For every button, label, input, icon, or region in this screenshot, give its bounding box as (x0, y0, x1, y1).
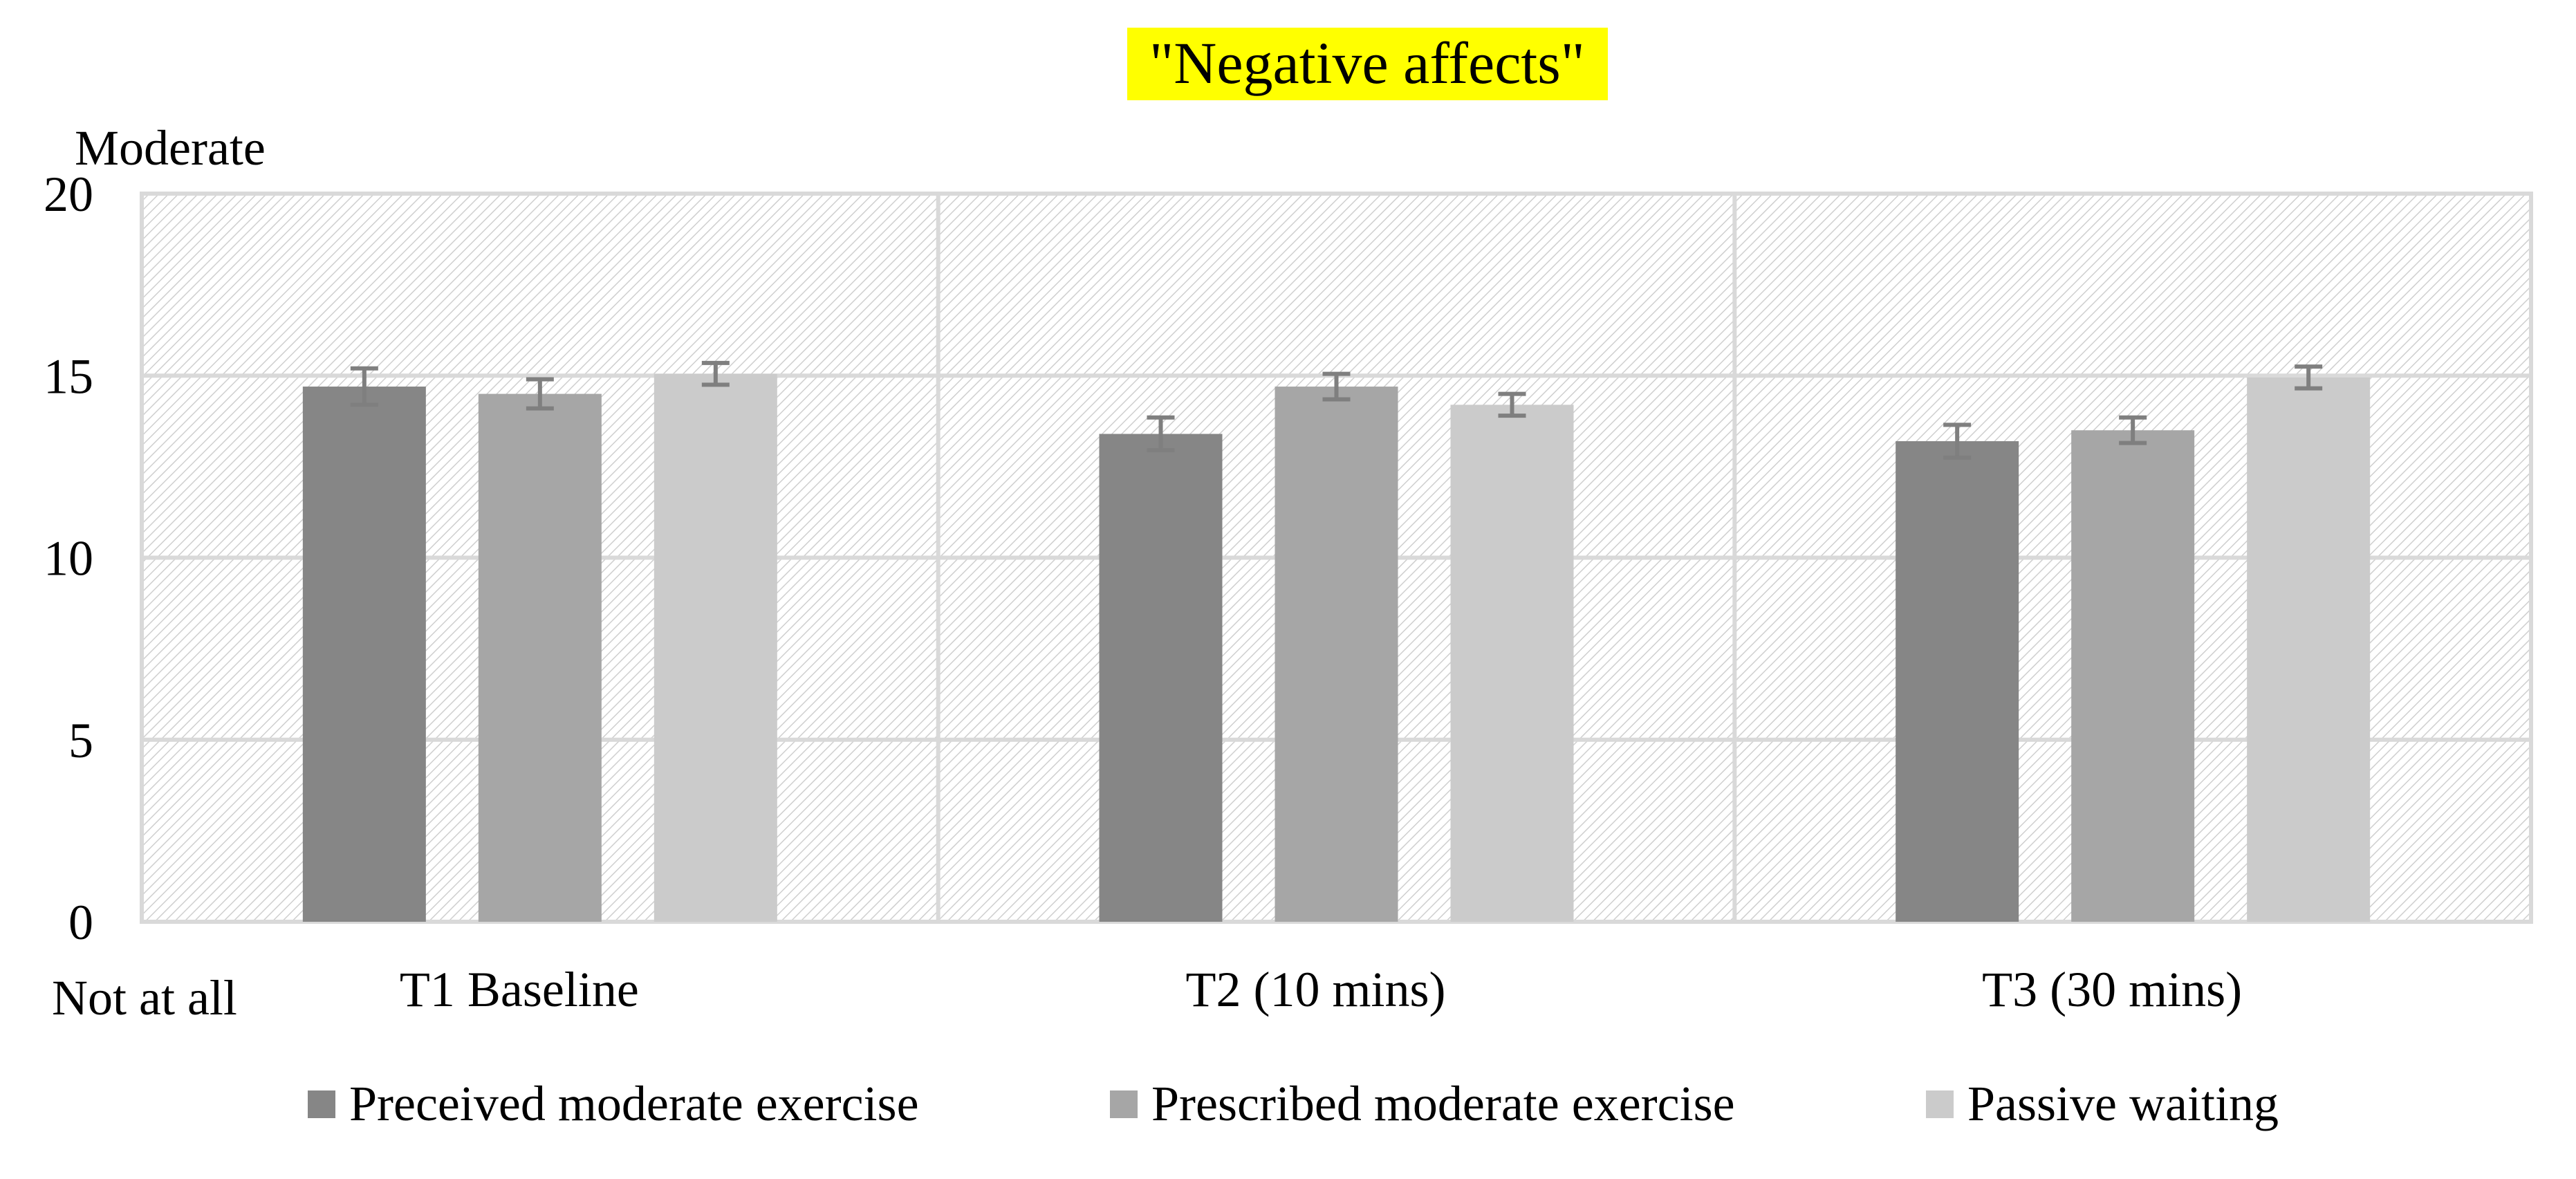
error-bar (350, 366, 378, 407)
bar (478, 393, 602, 922)
y-tick-label: 20 (44, 167, 93, 222)
legend-swatch (1926, 1090, 1954, 1118)
bar (654, 373, 777, 922)
legend-item: Preceived moderate exercise (308, 1076, 919, 1131)
legend-swatch (308, 1090, 335, 1118)
y-top-label: Moderate (75, 120, 266, 176)
x-tick-label: T2 (10 mins) (1186, 962, 1446, 1017)
error-bar (1943, 423, 1972, 460)
legend-label: Passive waiting (1967, 1076, 2279, 1131)
x-tick-label: T1 Baseline (400, 962, 639, 1017)
error-bar (701, 360, 730, 387)
y-tick-label: 10 (44, 531, 93, 586)
legend-swatch (1110, 1090, 1138, 1118)
title-highlight (1127, 28, 1608, 100)
bars-group (302, 373, 2371, 922)
legend-label: Prescribed moderate exercise (1151, 1076, 1735, 1131)
legend-item: Passive waiting (1926, 1076, 2279, 1131)
y-tick-label: 0 (68, 895, 93, 950)
legend-item: Prescribed moderate exercise (1110, 1076, 1735, 1131)
error-bar (1147, 415, 1175, 453)
chart-title: "Negative affects" (1149, 30, 1585, 96)
x-tick-label: T3 (30 mins) (1982, 962, 2242, 1017)
bar (1275, 387, 1398, 922)
x-axis-labels: T1 Baseline T2 (10 mins) T3 (30 mins) (400, 962, 2242, 1017)
y-tick-label: 5 (68, 713, 93, 768)
y-axis-ticks: 0 5 10 15 20 (44, 167, 93, 950)
error-bar (1498, 391, 1526, 418)
bar (1450, 405, 1574, 922)
bar (1099, 434, 1223, 922)
error-bar (1322, 371, 1351, 402)
error-bar (2295, 364, 2323, 391)
y-tick-label: 15 (44, 349, 93, 404)
legend: Preceived moderate exercise Prescribed mo… (308, 1076, 2279, 1131)
bar (302, 387, 426, 922)
legend-label: Preceived moderate exercise (349, 1076, 919, 1131)
error-bar (2119, 415, 2147, 445)
bar (2071, 430, 2195, 922)
bar (1896, 441, 2019, 922)
error-bars-group (350, 360, 2323, 460)
bar (2247, 377, 2371, 922)
y-bottom-label: Not at all (52, 970, 237, 1025)
error-bar (526, 377, 554, 411)
